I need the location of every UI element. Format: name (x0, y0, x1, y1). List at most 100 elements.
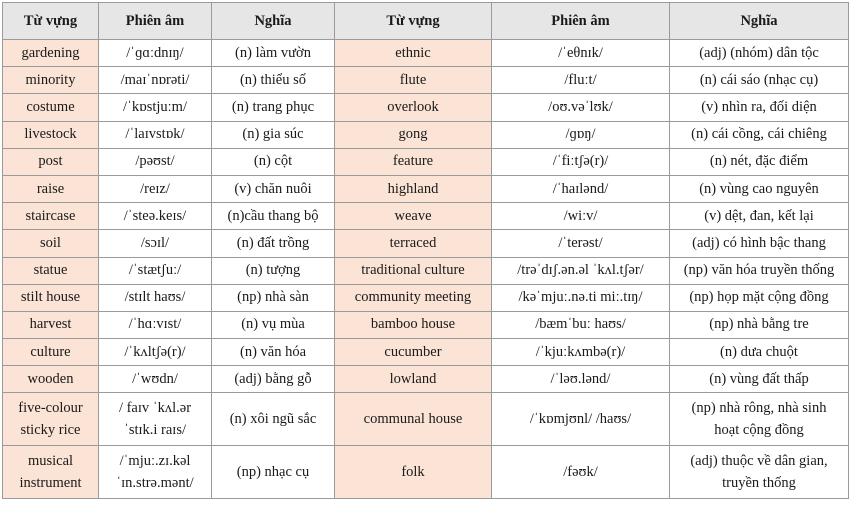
meaning-cell: (np) họp mặt cộng đồng (669, 283, 849, 312)
meaning-line: (np) nhà rông, nhà sinh (691, 400, 827, 417)
word-cell: post (2, 147, 99, 176)
word-cell: lowland (334, 365, 492, 394)
word-cell: feature (334, 147, 492, 176)
table-row: soil /sɔɪl/ (n) đất trồng terraced /ˈter… (2, 229, 849, 258)
word-cell: staircase (2, 202, 99, 231)
meaning-cell: (v) nhìn ra, đối diện (669, 93, 849, 122)
ipa-cell: /kəˈmjuː.nə.ti miː.tɪŋ/ (491, 283, 670, 312)
meaning-cell: (n) làm vườn (211, 38, 335, 68)
meaning-cell: (n) tượng (211, 256, 335, 285)
table-row: raise /reɪz/ (v) chăn nuôi highland /ˈha… (2, 174, 849, 204)
table-row: musical instrument /ˈmjuː.zɪ.kəl ˈɪn.str… (2, 445, 849, 500)
ipa-cell: /ˈkjuːkʌmbə(r)/ (491, 338, 670, 367)
ipa-cell: /reɪz/ (98, 174, 212, 204)
ipa-cell: /ˈhaɪlənd/ (491, 174, 670, 204)
word-cell: gong (334, 120, 492, 149)
ipa-cell: /trəˈdɪʃ.ən.əl ˈkʌl.tʃər/ (491, 256, 670, 285)
ipa-line: ˈɪn.strə.mənt/ (116, 475, 194, 492)
ipa-cell: /ˈləʊ.lənd/ (491, 365, 670, 394)
table-row: livestock /ˈlaɪvstɒk/ (n) gia súc gong /… (2, 120, 849, 149)
word-cell: statue (2, 256, 99, 285)
table-row: harvest /ˈhɑːvɪst/ (n) vụ mùa bamboo hou… (2, 310, 849, 340)
table-row: minority /maɪˈnɒrəti/ (n) thiểu số flute… (2, 66, 849, 95)
word-cell: flute (334, 66, 492, 95)
ipa-cell: /oʊ.vəˈlʊk/ (491, 93, 670, 122)
ipa-cell: /maɪˈnɒrəti/ (98, 66, 212, 95)
table-row: staircase /ˈsteə.keɪs/ (n)cầu thang bộ w… (2, 202, 849, 231)
meaning-cell: (n) dưa chuột (669, 338, 849, 367)
ipa-line: / faɪv ˈkʌl.ər (118, 400, 192, 417)
word-cell: community meeting (334, 283, 492, 312)
word-cell: highland (334, 174, 492, 204)
meaning-cell: (n) cái sáo (nhạc cụ) (669, 66, 849, 95)
meaning-cell: (n) cột (211, 147, 335, 176)
ipa-line: ˈstɪk.i raɪs/ (123, 422, 187, 439)
ipa-cell: /pəʊst/ (98, 147, 212, 176)
word-cell: weave (334, 202, 492, 231)
ipa-cell: / faɪv ˈkʌl.ər ˈstɪk.i raɪs/ (98, 392, 212, 447)
table-row: gardening /ˈɡɑːdnɪŋ/ (n) làm vườn ethnic… (2, 38, 849, 68)
meaning-cell: (v) dệt, đan, kết lại (669, 202, 849, 231)
meaning-cell: (n) cái cồng, cái chiêng (669, 120, 849, 149)
meaning-cell: (n) vụ mùa (211, 310, 335, 340)
ipa-cell: /ˈkɒstjuːm/ (98, 93, 212, 122)
ipa-cell: /ˈlaɪvstɒk/ (98, 120, 212, 149)
meaning-cell: (n) thiểu số (211, 66, 335, 95)
word-line: instrument (19, 475, 82, 492)
meaning-cell: (n) vùng đất thấp (669, 365, 849, 394)
ipa-cell: /fəʊk/ (491, 445, 670, 500)
meaning-cell: (n) đất trồng (211, 229, 335, 258)
word-cell: gardening (2, 38, 99, 68)
meaning-cell: (adj) có hình bậc thang (669, 229, 849, 258)
meaning-cell: (n) vùng cao nguyên (669, 174, 849, 204)
table-row: post /pəʊst/ (n) cột feature /ˈfiːtʃə(r)… (2, 147, 849, 176)
word-cell: harvest (2, 310, 99, 340)
ipa-cell: /ˈkɒmjʊnl/ /haʊs/ (491, 392, 670, 447)
header-meaning: Nghĩa (669, 2, 849, 40)
meaning-cell: (np) nhà bằng tre (669, 310, 849, 340)
meaning-cell: (v) chăn nuôi (211, 174, 335, 204)
ipa-cell: /bæmˈbuː haʊs/ (491, 310, 670, 340)
ipa-cell: /ˈmjuː.zɪ.kəl ˈɪn.strə.mənt/ (98, 445, 212, 500)
word-cell: cucumber (334, 338, 492, 367)
word-cell: minority (2, 66, 99, 95)
word-cell: terraced (334, 229, 492, 258)
word-cell: five-colour sticky rice (2, 392, 99, 447)
word-cell: traditional culture (334, 256, 492, 285)
ipa-cell: /sɔɪl/ (98, 229, 212, 258)
word-cell: musical instrument (2, 445, 99, 500)
table-row: stilt house /stɪlt haʊs/ (np) nhà sàn co… (2, 283, 849, 312)
meaning-cell: (n)cầu thang bộ (211, 202, 335, 231)
ipa-cell: /ˈɡɑːdnɪŋ/ (98, 38, 212, 68)
word-cell: ethnic (334, 38, 492, 68)
word-cell: communal house (334, 392, 492, 447)
header-ipa: Phiên âm (98, 2, 212, 40)
ipa-cell: /ˈhɑːvɪst/ (98, 310, 212, 340)
header-row: Từ vựng Phiên âm Nghĩa Từ vựng Phiên âm … (2, 2, 849, 40)
header-ipa: Phiên âm (491, 2, 670, 40)
meaning-cell: (adj) (nhóm) dân tộc (669, 38, 849, 68)
header-meaning: Nghĩa (211, 2, 335, 40)
word-cell: stilt house (2, 283, 99, 312)
meaning-line: truyền thống (722, 475, 796, 492)
word-cell: soil (2, 229, 99, 258)
header-word: Từ vựng (334, 2, 492, 40)
ipa-cell: /ˈkʌltʃə(r)/ (98, 338, 212, 367)
ipa-cell: /ˈeθnɪk/ (491, 38, 670, 68)
meaning-cell: (adj) bằng gỗ (211, 365, 335, 394)
word-cell: overlook (334, 93, 492, 122)
meaning-cell: (np) nhà rông, nhà sinh hoạt cộng đồng (669, 392, 849, 447)
meaning-cell: (n) nét, đặc điểm (669, 147, 849, 176)
ipa-cell: /ˈsteə.keɪs/ (98, 202, 212, 231)
ipa-cell: /ˈstætʃuː/ (98, 256, 212, 285)
word-cell: folk (334, 445, 492, 500)
table-row: culture /ˈkʌltʃə(r)/ (n) văn hóa cucumbe… (2, 338, 849, 367)
ipa-cell: /stɪlt haʊs/ (98, 283, 212, 312)
table-row: statue /ˈstætʃuː/ (n) tượng traditional … (2, 256, 849, 285)
meaning-cell: (adj) thuộc về dân gian, truyền thống (669, 445, 849, 500)
word-cell: livestock (2, 120, 99, 149)
word-cell: raise (2, 174, 99, 204)
word-cell: bamboo house (334, 310, 492, 340)
word-line: five-colour (18, 400, 83, 417)
